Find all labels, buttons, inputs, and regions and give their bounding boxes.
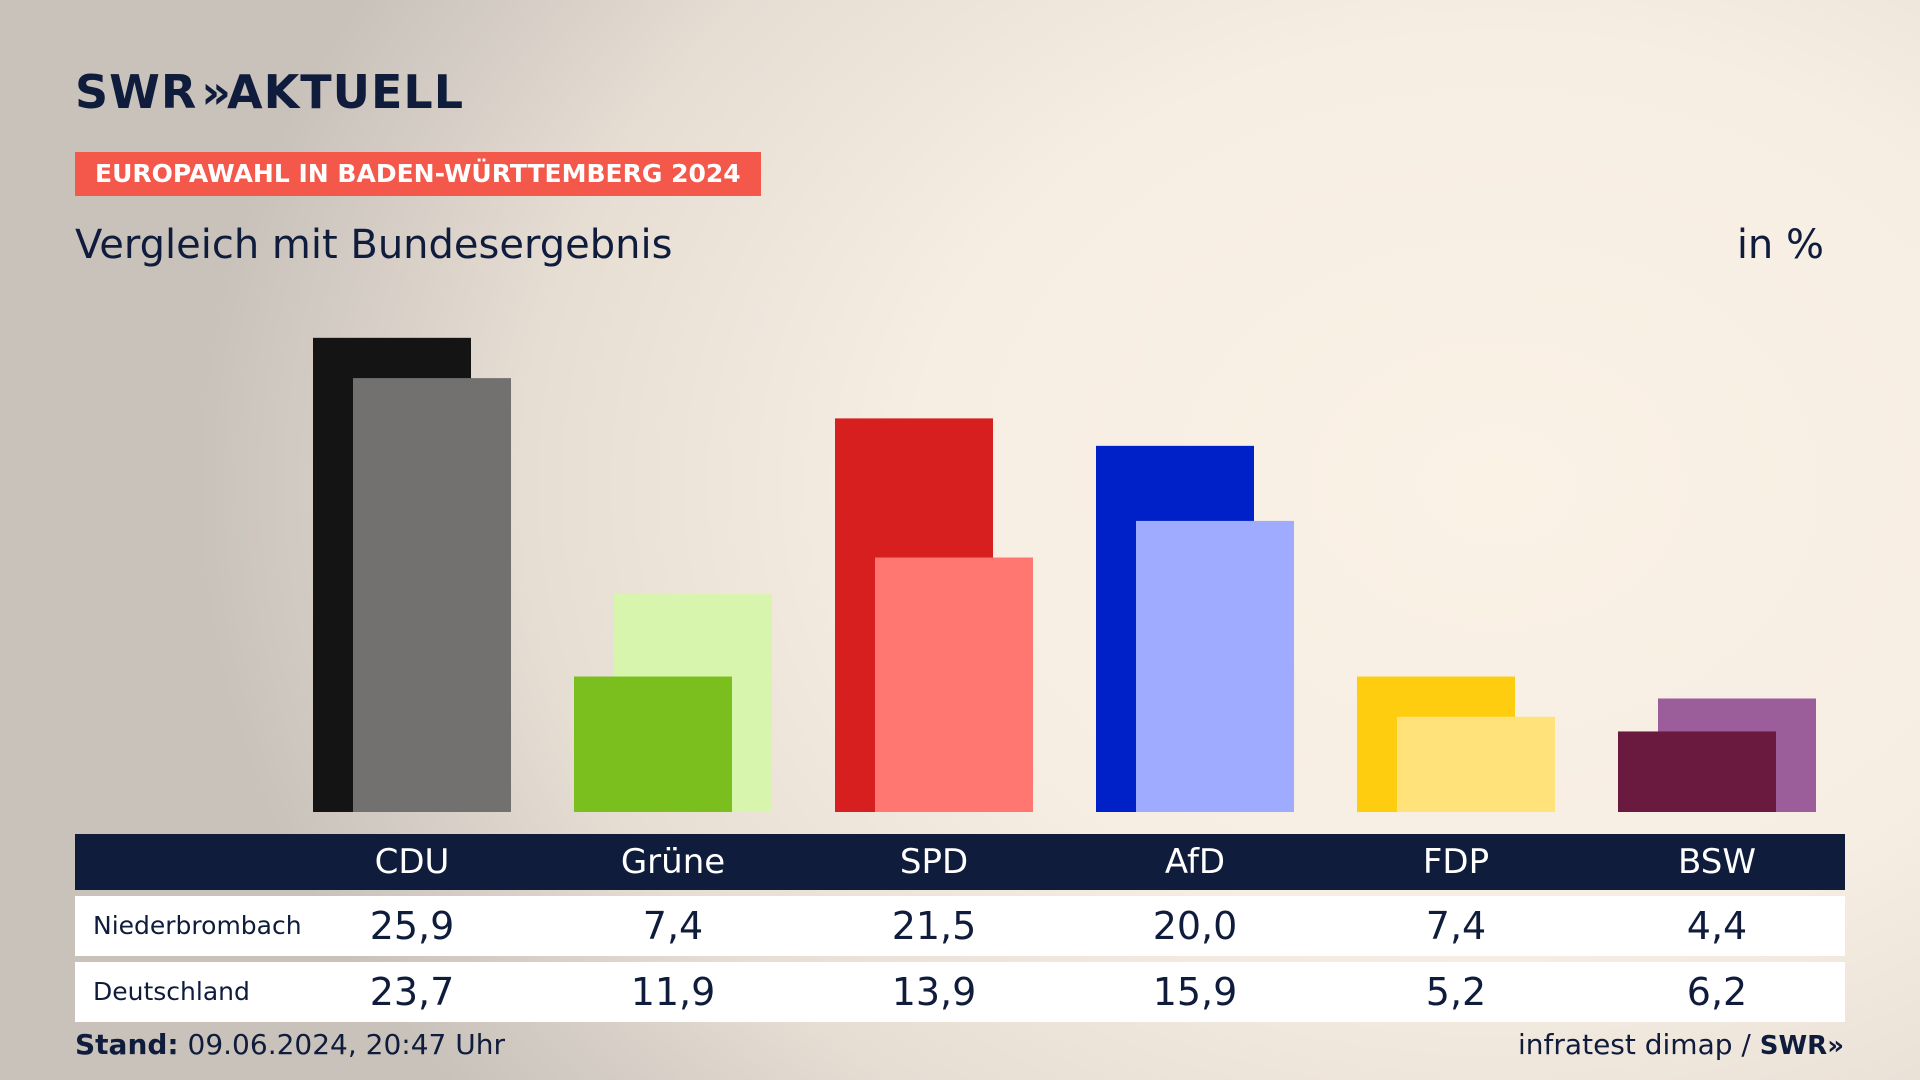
party-header-4: FDP xyxy=(1422,842,1490,882)
source-credit: infratest dimap / SWR» xyxy=(1518,1028,1844,1061)
source-text: infratest dimap / xyxy=(1518,1028,1751,1061)
value-cell-0-3: 20,0 xyxy=(1152,904,1238,948)
bar-deutschland-4 xyxy=(1397,716,1555,812)
stand-value: 09.06.2024, 20:47 Uhr xyxy=(187,1028,505,1061)
party-header-0: CDU xyxy=(374,842,450,882)
bar-chart xyxy=(313,337,1816,812)
logo-swr: SWR xyxy=(75,65,198,119)
party-header-2: SPD xyxy=(899,842,969,882)
bar-niederbrombach-5 xyxy=(1618,731,1776,812)
bar-deutschland-3 xyxy=(1136,520,1294,812)
value-cell-1-3: 15,9 xyxy=(1152,970,1238,1014)
results-table: CDU Grüne SPD AfD FDP BSW Niederbrombach 25,9… xyxy=(75,834,1845,1022)
logo-aktuell: AKTUELL xyxy=(227,65,465,119)
table-header: CDU Grüne SPD AfD FDP BSW xyxy=(75,834,1845,890)
bar-deutschland-0 xyxy=(353,378,511,812)
unit-label: in % xyxy=(1736,222,1824,268)
value-cell-1-0: 23,7 xyxy=(369,970,455,1014)
value-cell-1-1: 11,9 xyxy=(630,970,716,1014)
swr-aktuell-logo: SWR» AKTUELL xyxy=(75,66,464,118)
chart-subtitle: Vergleich mit Bundesergebnis xyxy=(75,222,673,268)
party-header-5: BSW xyxy=(1678,842,1756,882)
value-cell-0-2: 21,5 xyxy=(891,904,977,948)
value-cell-0-4: 7,4 xyxy=(1425,904,1487,948)
bar-deutschland-2 xyxy=(875,557,1033,812)
table-row-deutschland: Deutschland 23,7 11,9 13,9 15,9 5,2 6,2 xyxy=(75,962,1845,1022)
bar-niederbrombach-1 xyxy=(574,676,732,812)
value-cell-0-5: 4,4 xyxy=(1686,904,1748,948)
swr-logo-small: SWR» xyxy=(1759,1031,1844,1061)
party-header-3: AfD xyxy=(1164,842,1226,882)
row-label: Deutschland xyxy=(93,977,250,1006)
value-cell-1-4: 5,2 xyxy=(1425,970,1487,1014)
row-label: Niederbrombach xyxy=(93,911,302,940)
value-cell-0-0: 25,9 xyxy=(369,904,455,948)
value-cell-0-1: 7,4 xyxy=(642,904,704,948)
party-header-1: Grüne xyxy=(620,842,726,882)
table-row-niederbrombach: Niederbrombach 25,9 7,4 21,5 20,0 7,4 4,4 xyxy=(75,896,1845,956)
election-badge: EUROPAWAHL IN BADEN-WÜRTTEMBERG 2024 xyxy=(75,152,761,196)
stand-label: Stand: xyxy=(75,1028,179,1061)
value-cell-1-5: 6,2 xyxy=(1686,970,1748,1014)
value-cell-1-2: 13,9 xyxy=(891,970,977,1014)
timestamp: Stand: 09.06.2024, 20:47 Uhr xyxy=(75,1028,505,1061)
